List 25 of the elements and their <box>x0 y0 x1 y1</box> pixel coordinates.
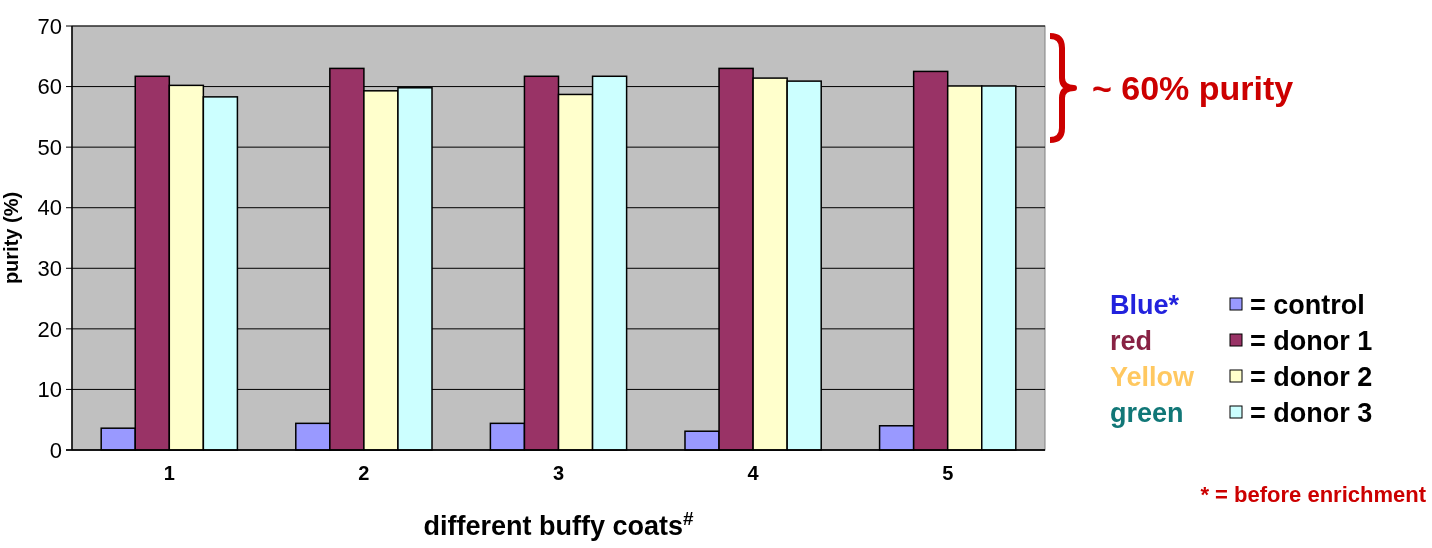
y-tick-label: 50 <box>37 134 62 160</box>
x-tick-label: 4 <box>747 462 760 484</box>
y-tick-label: 70 <box>37 13 62 39</box>
text: Blue* <box>1110 290 1180 320</box>
text: * = before enrichment <box>1200 482 1427 507</box>
x-tick-label: 3 <box>552 462 565 484</box>
x-tick-label: 5 <box>942 462 954 484</box>
text: green <box>1110 398 1184 428</box>
y-tick-label: 10 <box>37 377 62 403</box>
legend-label: = control <box>1250 290 1365 320</box>
text: ~ 60% purity <box>1092 68 1294 107</box>
text: red <box>1110 326 1153 356</box>
x-axis-title: different buffy coats$^{#}$ <box>423 507 695 541</box>
y-tick-label: 40 <box>37 195 62 221</box>
x-tick-label: 1 <box>163 462 175 484</box>
x-tick-label: 2 <box>358 462 370 484</box>
y-tick-label: 60 <box>37 74 62 100</box>
y-axis-title: purity (%) <box>0 191 22 285</box>
y-tick-label: 30 <box>37 255 62 281</box>
legend-label: = donor 3 <box>1250 398 1373 428</box>
y-tick-label: 20 <box>37 316 62 342</box>
y-tick-label: 0 <box>49 437 62 463</box>
legend-label: = donor 1 <box>1250 326 1373 356</box>
legend-label: = donor 2 <box>1250 362 1373 392</box>
text: Yellow <box>1110 362 1196 392</box>
